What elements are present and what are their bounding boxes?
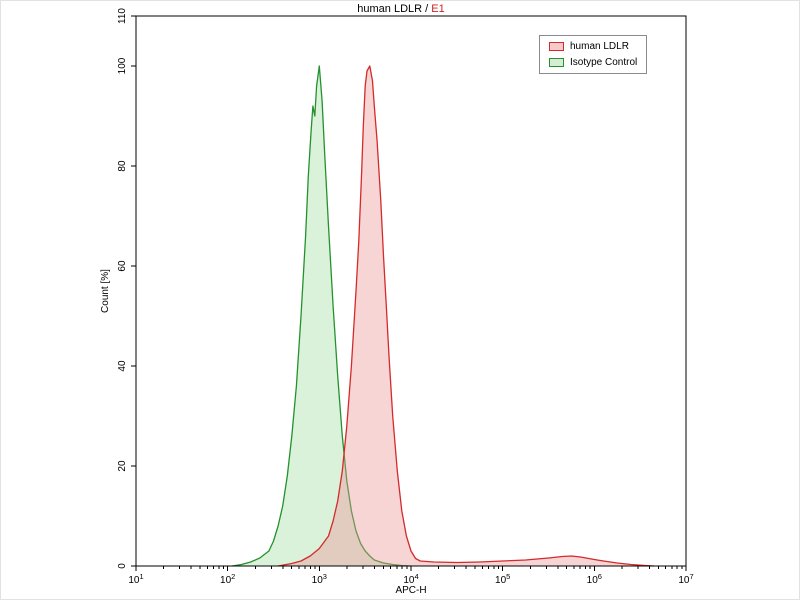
histogram-area-isotype-control bbox=[232, 66, 411, 566]
histogram-curve-isotype-control bbox=[232, 65, 412, 567]
histogram-curve-human-ldlr bbox=[277, 65, 654, 567]
y-tick-label: 40 bbox=[117, 360, 128, 372]
chart-title: human LDLR / E1 bbox=[357, 3, 444, 15]
x-tick-label: 105 bbox=[495, 572, 510, 586]
x-tick-label: 103 bbox=[312, 572, 327, 586]
legend-swatch-isotype-control bbox=[549, 58, 564, 67]
y-tick-label: 60 bbox=[117, 260, 128, 272]
legend-label-isotype-control: Isotype Control bbox=[570, 57, 638, 68]
x-tick-label: 102 bbox=[220, 572, 235, 586]
legend-item-isotype-control: Isotype Control bbox=[549, 57, 637, 68]
histogram-area-human-ldlr bbox=[278, 66, 654, 566]
legend: human LDLR Isotype Control bbox=[539, 35, 648, 74]
x-tick-label: 106 bbox=[587, 572, 602, 586]
y-tick-label: 80 bbox=[117, 160, 128, 172]
chart-title-gate: E1 bbox=[431, 3, 444, 15]
legend-item-human-ldlr: human LDLR bbox=[549, 41, 637, 52]
y-tick-label: 110 bbox=[117, 8, 128, 24]
x-axis-label: APC-H bbox=[395, 585, 426, 596]
y-tick-label: 20 bbox=[117, 460, 128, 472]
y-tick-label: 100 bbox=[117, 57, 128, 74]
x-tick-label: 101 bbox=[128, 572, 143, 586]
chart-title-main: human LDLR / bbox=[357, 3, 431, 15]
legend-swatch-human-ldlr bbox=[549, 42, 564, 51]
x-tick-label: 104 bbox=[403, 572, 418, 586]
x-tick-label: 107 bbox=[678, 572, 693, 586]
plot-frame bbox=[135, 15, 687, 567]
legend-label-human-ldlr: human LDLR bbox=[570, 41, 629, 52]
y-axis-label: Count [%] bbox=[100, 269, 111, 313]
y-tick-label: 0 bbox=[117, 563, 128, 569]
